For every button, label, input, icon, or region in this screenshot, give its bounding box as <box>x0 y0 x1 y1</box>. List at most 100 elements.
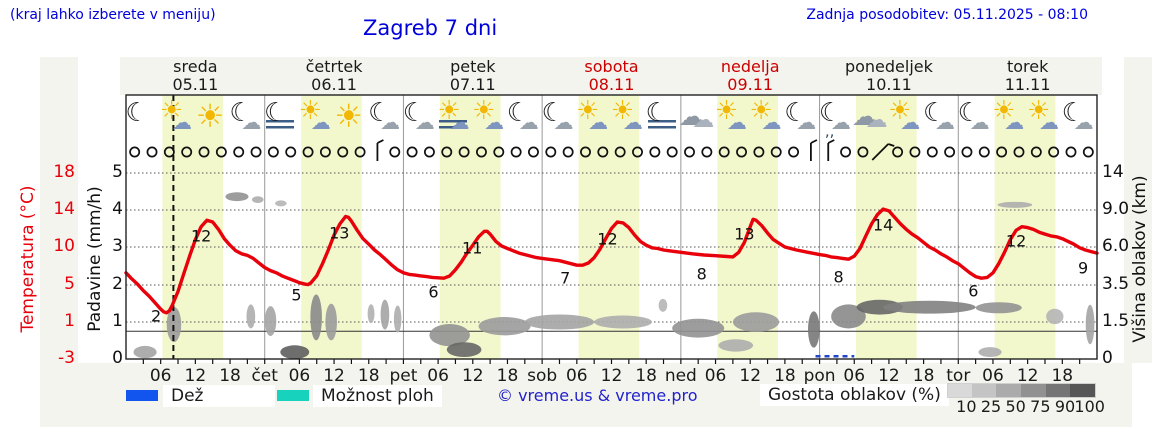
cloud-glyph: ☁ <box>518 110 539 134</box>
wind-calm-circle <box>978 146 990 158</box>
x-hour-label: 18 <box>912 366 935 386</box>
cloud-tick-label: 6.0 <box>1102 236 1130 256</box>
cloud-blob <box>446 342 482 358</box>
cloud-glyph: ☁ <box>588 110 609 134</box>
temp-tick-label: 10 <box>53 236 75 256</box>
wind-calm-circle <box>528 146 539 158</box>
cloud-tick-label: 1.5 <box>1102 311 1130 331</box>
wind-calm-circle <box>701 146 713 158</box>
wind-calm-circle <box>909 146 921 158</box>
day-name: nedelja <box>720 57 780 76</box>
legend-rain-swatch <box>126 390 158 401</box>
x-hour-label: 12 <box>878 366 900 386</box>
cloud-blob <box>856 299 903 315</box>
sun-cloud-icon: ☀ ☁ <box>886 98 926 140</box>
density-step-label: 10 <box>956 397 977 416</box>
copyright-link[interactable]: © vreme.us & vreme.pro <box>497 386 698 405</box>
temp-value-label: 14 <box>872 215 894 235</box>
temp-value-label: 7 <box>560 268 571 288</box>
x-hour-label: 12 <box>739 366 762 386</box>
cloud-glyph: ☁ <box>310 110 331 134</box>
sun-cloud-icon: ☀ ☁ <box>574 98 614 140</box>
moon-glyph: ☾ <box>264 98 288 128</box>
x-day-abbrev: tor <box>946 366 971 386</box>
wind-calm-circle <box>649 146 661 158</box>
temp-tick-label: -3 <box>58 348 75 368</box>
temp-value-label: 12 <box>190 226 212 246</box>
cloud-blob <box>166 306 182 343</box>
cloud-blob <box>264 306 277 337</box>
moon-cloud-icon: ☾ ☁ <box>401 98 441 140</box>
cloud-blob <box>1085 304 1095 345</box>
legend-rain-label: Dež <box>163 385 275 407</box>
precip-tick-label: 2 <box>112 274 123 294</box>
cloud-blob <box>367 304 375 324</box>
temp-value-label: 13 <box>329 223 350 243</box>
day-header-torek: torek 11.11 <box>958 58 1098 94</box>
page-title: Zagreb 7 dni <box>363 16 498 40</box>
sun-glyph: ☀ <box>992 96 1016 126</box>
cloud-density-label: Gostota oblakov (%) <box>760 384 949 406</box>
cloud-glyph: ☁ <box>484 110 505 134</box>
precip-tick-label: 4 <box>112 199 123 219</box>
wind-calm-circle <box>770 146 782 158</box>
cloud-blob <box>658 298 668 312</box>
cloud-glyph: ☁ <box>726 110 747 134</box>
day-header-panel <box>120 57 1102 95</box>
temp-value-label: 6 <box>428 282 439 302</box>
x-hour-label: 06 <box>427 366 449 386</box>
day-header-petek: petek 07.11 <box>403 58 543 94</box>
cloud-blob <box>718 339 754 352</box>
temp-value-label: 13 <box>734 224 755 244</box>
cloud-blob <box>380 299 390 330</box>
sun-glyph: ☀ <box>610 96 635 126</box>
x-hour-label: 12 <box>600 366 623 386</box>
cloud-blob <box>883 300 976 314</box>
temp-value-label: 2 <box>150 306 162 326</box>
cloud-glyph: ☁ <box>414 110 435 134</box>
wind-barb <box>871 143 889 161</box>
wind-calm-circle <box>736 146 747 158</box>
wind-calm-circle <box>562 146 574 158</box>
wind-calm-circle <box>753 146 765 158</box>
density-step <box>1045 383 1072 398</box>
cloud-tick-label: 3.5 <box>1102 274 1130 294</box>
wind-calm-circle <box>146 146 158 158</box>
cloud-glyph: ☁ <box>692 108 715 133</box>
cloud-blob <box>478 317 531 336</box>
sun-glyph: ☀ <box>472 96 496 126</box>
wind-calm-circle <box>458 146 470 158</box>
x-hour-label: 12 <box>461 366 484 386</box>
cloud-blob <box>732 312 780 332</box>
wind-calm-circle <box>233 146 245 158</box>
moon-glyph: ☾ <box>957 98 981 128</box>
wind-calm-circle <box>1065 146 1077 158</box>
wind-calm-circle <box>614 146 626 158</box>
wind-barb-feather <box>810 139 818 144</box>
sun-icon: ☀ <box>331 98 371 140</box>
cloud-blob <box>246 304 256 329</box>
x-hour-label: 06 <box>149 366 172 386</box>
wind-calm-circle <box>666 146 678 158</box>
moon-glyph: ☾ <box>922 98 947 128</box>
cloud-glyph: ☁ <box>851 102 878 132</box>
day-name: petek <box>450 57 496 76</box>
moon-cloud-icon: ☾ ☁ <box>921 98 961 140</box>
sun-glyph: ☀ <box>1026 96 1051 126</box>
sun-cloud-icon: ☀ ☁ <box>1025 98 1065 140</box>
sun-fog-icon: ☀ ☁ <box>435 98 475 140</box>
cloud-glyph: ☁ <box>172 110 193 134</box>
wind-calm-circle <box>892 146 904 158</box>
temp-value-label: 8 <box>696 264 707 284</box>
wind-calm-circle <box>1013 146 1025 158</box>
wind-calm-circle <box>684 146 695 158</box>
wind-calm-circle <box>285 146 297 158</box>
cloud-blob <box>997 201 1033 208</box>
x-hour-label: 06 <box>843 366 866 386</box>
fog-lines <box>266 120 295 130</box>
sun-glyph: ☀ <box>714 96 739 126</box>
x-hour-label: 06 <box>288 366 311 386</box>
fog-lines <box>439 120 468 130</box>
sun-glyph: ☀ <box>437 96 461 126</box>
